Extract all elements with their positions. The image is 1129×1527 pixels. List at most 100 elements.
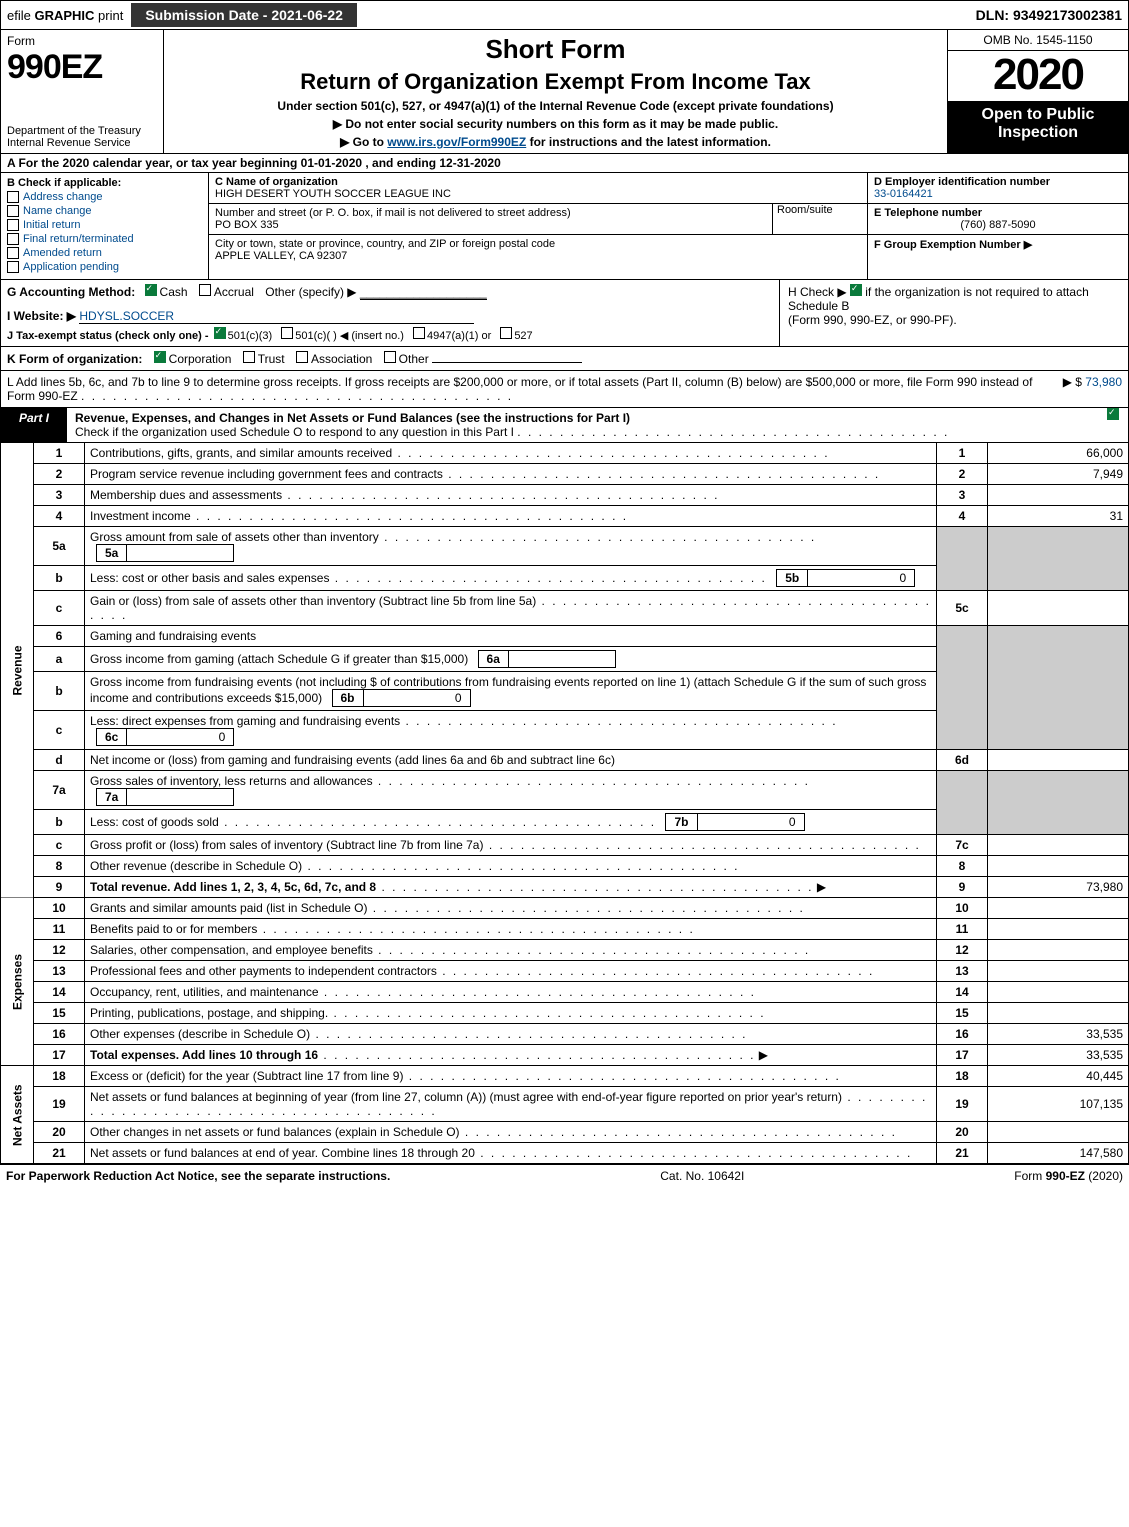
row-val: 73,980: [988, 877, 1129, 898]
j-label: J Tax-exempt status (check only one) -: [7, 330, 212, 342]
b-opt-name[interactable]: Name change: [7, 205, 202, 217]
j-opt-3: 527: [514, 330, 532, 342]
k-other-underline[interactable]: [432, 362, 582, 363]
row-key2: 20: [937, 1122, 988, 1143]
g-cash-checkbox[interactable]: [145, 284, 157, 296]
h-checkbox[interactable]: [850, 284, 862, 296]
top-bar: efile GRAPHIC print Submission Date - 20…: [0, 0, 1129, 30]
table-row: 21 Net assets or fund balances at end of…: [1, 1143, 1129, 1164]
dln-label: DLN: 93492173002381: [976, 7, 1122, 23]
inner-box-5a: 5a: [96, 544, 234, 562]
b-opt-amended[interactable]: Amended return: [7, 247, 202, 259]
inner-box-7a: 7a: [96, 788, 234, 806]
row-key2: 8: [937, 856, 988, 877]
row-key2: 1: [937, 443, 988, 464]
l-arrow: ▶ $: [1063, 375, 1086, 389]
b-opt-initial[interactable]: Initial return: [7, 219, 202, 231]
f-cap: F Group Exemption Number ▶: [874, 239, 1032, 251]
row-desc: Gross income from fundraising events (no…: [85, 672, 937, 711]
b-opt-final[interactable]: Final return/terminated: [7, 233, 202, 245]
b-opt-label: Application pending: [23, 261, 119, 273]
header-left: Form 990EZ Department of the Treasury In…: [1, 30, 164, 153]
row-key: c: [34, 711, 85, 750]
part-i-header: Part I Revenue, Expenses, and Changes in…: [0, 408, 1129, 443]
row-desc: Benefits paid to or for members: [85, 919, 937, 940]
submission-date-button[interactable]: Submission Date - 2021-06-22: [131, 3, 357, 27]
row-key: 15: [34, 1003, 85, 1024]
row-key: 18: [34, 1066, 85, 1087]
table-row: Revenue 1 Contributions, gifts, grants, …: [1, 443, 1129, 464]
row-desc: Total revenue. Add lines 1, 2, 3, 4, 5c,…: [85, 877, 937, 898]
row-key: 6: [34, 626, 85, 647]
g-other-underline[interactable]: ___________________: [360, 285, 487, 300]
footer-left: For Paperwork Reduction Act Notice, see …: [6, 1169, 390, 1183]
table-row: 9 Total revenue. Add lines 1, 2, 3, 4, 5…: [1, 877, 1129, 898]
instr-goto-pre: ▶ Go to: [340, 135, 387, 149]
under-section-text: Under section 501(c), 527, or 4947(a)(1)…: [172, 99, 939, 113]
identity-block: B Check if applicable: Address change Na…: [0, 173, 1129, 280]
row-val: 66,000: [988, 443, 1129, 464]
j-4947-checkbox[interactable]: [413, 327, 425, 339]
row-key: b: [34, 810, 85, 835]
table-row: 2 Program service revenue including gove…: [1, 464, 1129, 485]
schedule-o-checkbox[interactable]: [1107, 408, 1119, 420]
row-key2: 12: [937, 940, 988, 961]
row-desc: Net income or (loss) from gaming and fun…: [85, 750, 937, 771]
k-opt-1: Trust: [258, 352, 285, 366]
k-opt-3: Other: [399, 352, 429, 366]
d-val[interactable]: 33-0164421: [874, 188, 1122, 200]
j-527-checkbox[interactable]: [500, 327, 512, 339]
i-website[interactable]: HDYSL.SOCCER: [79, 309, 474, 324]
checkbox-icon[interactable]: [7, 247, 19, 259]
row-key: 5a: [34, 527, 85, 566]
k-corp-checkbox[interactable]: [154, 351, 166, 363]
checkbox-icon[interactable]: [7, 205, 19, 217]
row-key: 19: [34, 1087, 85, 1122]
table-row: c Gross profit or (loss) from sales of i…: [1, 835, 1129, 856]
dots-icon: [81, 389, 513, 403]
checkbox-icon[interactable]: [7, 219, 19, 231]
c-name: C Name of organization HIGH DESERT YOUTH…: [209, 173, 867, 204]
row-desc: Printing, publications, postage, and shi…: [85, 1003, 937, 1024]
k-other-checkbox[interactable]: [384, 351, 396, 363]
line-k: K Form of organization: Corporation Trus…: [0, 347, 1129, 371]
irs-link[interactable]: www.irs.gov/Form990EZ: [387, 135, 526, 149]
c-addr-cap: Number and street (or P. O. box, if mail…: [215, 207, 571, 219]
d-ein: D Employer identification number 33-0164…: [868, 173, 1128, 204]
grey-cell: [988, 771, 1129, 835]
g-label: G Accounting Method:: [7, 285, 135, 299]
row-desc: Net assets or fund balances at beginning…: [85, 1087, 937, 1122]
checkbox-icon[interactable]: [7, 261, 19, 273]
side-netassets: Net Assets: [1, 1066, 34, 1164]
row-desc: Gross profit or (loss) from sales of inv…: [85, 835, 937, 856]
b-opt-pending[interactable]: Application pending: [7, 261, 202, 273]
dept-treasury: Department of the Treasury: [7, 125, 157, 137]
row-val: 31: [988, 506, 1129, 527]
line-g: G Accounting Method: Cash Accrual Other …: [7, 284, 779, 342]
checkbox-icon[interactable]: [7, 191, 19, 203]
row-val: [988, 961, 1129, 982]
row-val: 40,445: [988, 1066, 1129, 1087]
row-key: 1: [34, 443, 85, 464]
j-501c3-checkbox[interactable]: [214, 327, 226, 339]
instr-goto-post: for instructions and the latest informat…: [526, 135, 771, 149]
g-accrual-checkbox[interactable]: [199, 284, 211, 296]
checkbox-icon[interactable]: [7, 233, 19, 245]
c-address: Number and street (or P. O. box, if mail…: [209, 204, 867, 235]
table-row: Expenses 10 Grants and similar amounts p…: [1, 898, 1129, 919]
k-trust-checkbox[interactable]: [243, 351, 255, 363]
j-opt-2: 4947(a)(1) or: [427, 330, 491, 342]
k-assoc-checkbox[interactable]: [296, 351, 308, 363]
b-opt-address[interactable]: Address change: [7, 191, 202, 203]
line-h: H Check ▶ if the organization is not req…: [779, 280, 1128, 346]
line-g-h: G Accounting Method: Cash Accrual Other …: [0, 280, 1129, 347]
efile-prefix: efile: [7, 8, 34, 23]
line-a: A For the 2020 calendar year, or tax yea…: [0, 154, 1129, 173]
row-desc: Program service revenue including govern…: [85, 464, 937, 485]
j-501c-checkbox[interactable]: [281, 327, 293, 339]
table-row: 16 Other expenses (describe in Schedule …: [1, 1024, 1129, 1045]
row-val: [988, 835, 1129, 856]
row-key: 10: [34, 898, 85, 919]
row-desc: Excess or (deficit) for the year (Subtra…: [85, 1066, 937, 1087]
line-i: I Website: ▶ HDYSL.SOCCER: [7, 309, 779, 323]
